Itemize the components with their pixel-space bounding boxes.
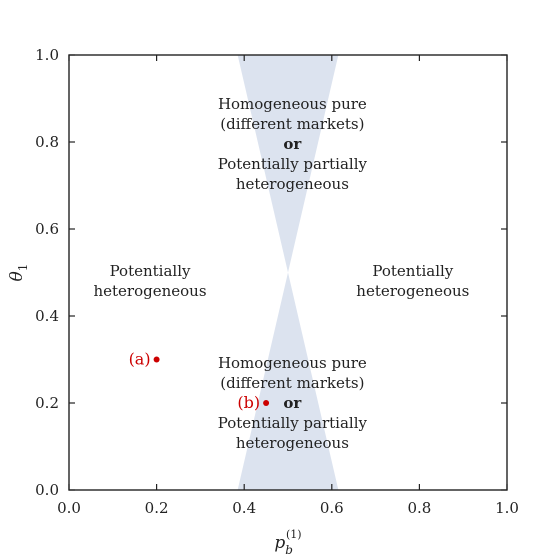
shaded-region-lower <box>237 272 339 490</box>
shaded-regions <box>237 55 339 490</box>
annotation-top-line: or <box>283 135 302 153</box>
annotation-bottom-line: heterogeneous <box>236 434 349 452</box>
x-tick-label: 0.8 <box>407 499 431 517</box>
x-tick-label: 0.6 <box>320 499 344 517</box>
annotation-bottom-line: (different markets) <box>220 374 364 392</box>
axis-ticks: 0.0 0.2 0.4 0.6 0.8 1.0 0.0 0.2 0.4 0.6 0.8 1.0 <box>35 46 519 517</box>
annotation-top-line: Homogeneous pure <box>218 95 367 113</box>
annotation-left-line: Potentially <box>110 262 191 280</box>
annotation-top-line: (different markets) <box>220 115 364 133</box>
annotation-right-line: Potentially <box>372 262 453 280</box>
x-tick-label: 1.0 <box>495 499 519 517</box>
y-axis-label: θ1 <box>7 264 30 282</box>
annotation-bottom-line: Potentially partially <box>218 414 368 432</box>
annotation-bottom-line: Homogeneous pure <box>218 354 367 372</box>
x-tick-label: 0.2 <box>145 499 169 517</box>
x-tick-label: 0.0 <box>57 499 81 517</box>
point-label: (b) <box>237 393 260 412</box>
annotation-right-line: heterogeneous <box>356 282 469 300</box>
region-annotations: Potentially heterogeneous Potentially heter… <box>93 95 469 452</box>
annotation-top-line: heterogeneous <box>236 175 349 193</box>
annotation-top-line: Potentially partially <box>218 155 368 173</box>
annotation-bottom-line: or <box>283 394 302 412</box>
y-tick-label: 0.0 <box>35 481 59 499</box>
x-tick-label: 0.4 <box>232 499 256 517</box>
shaded-region-upper <box>237 55 339 273</box>
y-tick-label: 1.0 <box>35 46 59 64</box>
y-tick-label: 0.8 <box>35 133 59 151</box>
x-axis-label: pb(1) <box>274 528 301 557</box>
y-tick-label: 0.4 <box>35 307 59 325</box>
annotation-left-line: heterogeneous <box>93 282 206 300</box>
data-points: (a) (b) <box>129 350 270 412</box>
plot-frame <box>68 54 508 491</box>
y-tick-label: 0.2 <box>35 394 59 412</box>
point-label: (a) <box>129 350 151 369</box>
y-tick-label: 0.6 <box>35 220 59 238</box>
point-marker <box>153 356 160 363</box>
point-marker <box>263 400 270 406</box>
